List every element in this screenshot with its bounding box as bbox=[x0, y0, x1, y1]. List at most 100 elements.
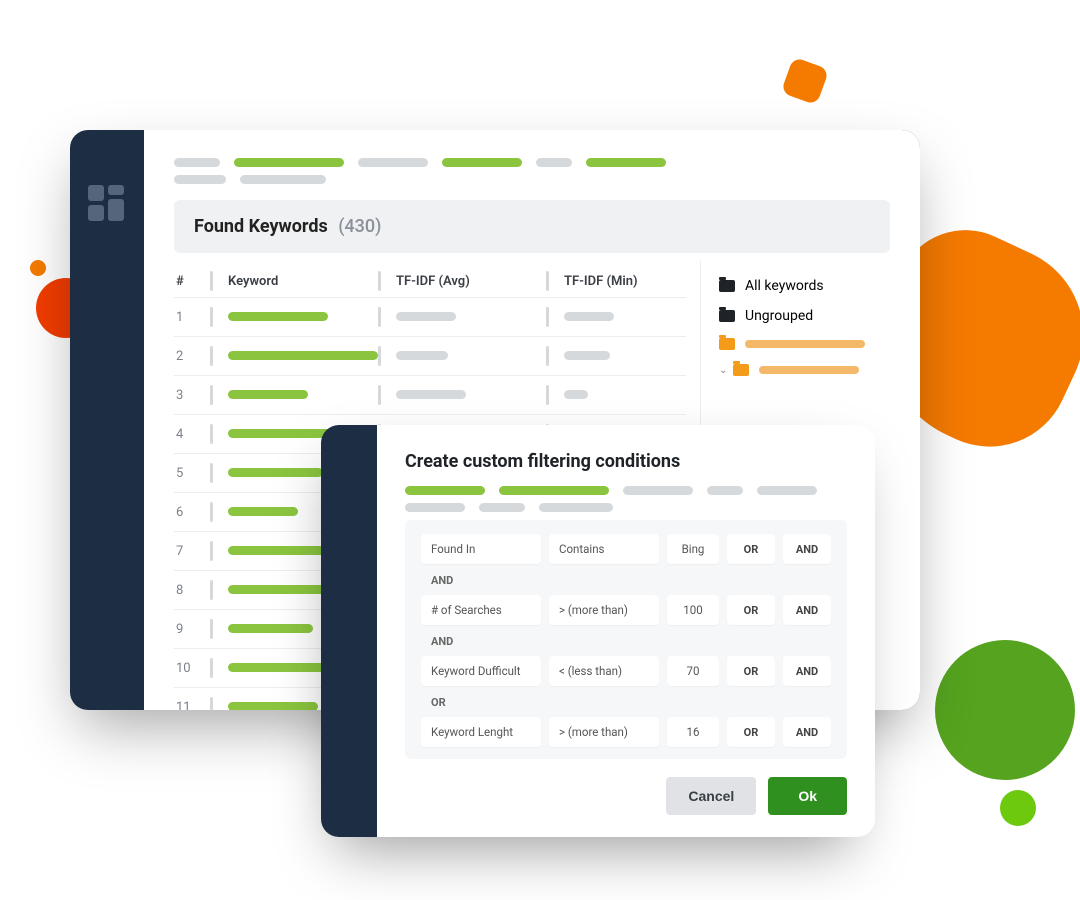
keyword-placeholder bbox=[228, 351, 378, 360]
conditions-panel: Found InContainsBingORANDAND# of Searche… bbox=[405, 520, 847, 759]
col-sep-icon bbox=[210, 697, 213, 710]
keyword-placeholder bbox=[228, 312, 328, 321]
condition-field[interactable]: Keyword Lenght bbox=[421, 717, 541, 747]
panel-count: (430) bbox=[338, 216, 381, 237]
row-number: 4 bbox=[176, 427, 210, 442]
col-avg: TF-IDF (Avg) bbox=[396, 274, 546, 289]
condition-value[interactable]: 16 bbox=[667, 717, 719, 747]
group-all-keywords[interactable]: All keywords bbox=[719, 271, 890, 301]
condition-value[interactable]: Bing bbox=[667, 534, 719, 564]
condition-row: Keyword Lenght > (more than) 16 OR AND bbox=[421, 717, 831, 747]
keyword-placeholder bbox=[228, 468, 323, 477]
and-button[interactable]: AND bbox=[783, 595, 831, 625]
and-button[interactable]: AND bbox=[783, 717, 831, 747]
col-num: # bbox=[176, 274, 210, 289]
group-label: Ungrouped bbox=[745, 308, 813, 324]
modal-body: Create custom filtering conditions Found… bbox=[377, 425, 875, 837]
value-placeholder bbox=[396, 351, 448, 360]
row-number: 3 bbox=[176, 388, 210, 403]
modal-title: Create custom filtering conditions bbox=[405, 451, 847, 472]
or-button[interactable]: OR bbox=[727, 534, 775, 564]
condition-operator[interactable]: > (more than) bbox=[549, 595, 659, 625]
condition-row: Found In Contains Bing OR AND bbox=[421, 534, 831, 564]
modal-pills-row1 bbox=[405, 486, 847, 495]
col-sep-icon bbox=[210, 307, 213, 327]
value-placeholder bbox=[396, 312, 456, 321]
deco-square-icon bbox=[781, 57, 830, 106]
and-button[interactable]: AND bbox=[783, 534, 831, 564]
placeholder-pill bbox=[442, 158, 522, 167]
condition-value[interactable]: 70 bbox=[667, 656, 719, 686]
col-sep-icon bbox=[210, 271, 213, 291]
row-number: 8 bbox=[176, 583, 210, 598]
chevron-down-icon: ⌄ bbox=[719, 365, 727, 376]
placeholder-pill bbox=[623, 486, 693, 495]
placeholder-pill bbox=[586, 158, 666, 167]
placeholder-pill bbox=[405, 503, 465, 512]
folder-icon bbox=[733, 364, 749, 376]
placeholder-pill bbox=[405, 486, 485, 495]
value-placeholder bbox=[564, 351, 610, 360]
dashboard-icon[interactable] bbox=[88, 185, 126, 223]
ok-button[interactable]: Ok bbox=[768, 777, 847, 815]
col-sep-icon bbox=[546, 307, 549, 327]
col-sep-icon bbox=[546, 271, 549, 291]
or-button[interactable]: OR bbox=[727, 656, 775, 686]
keyword-placeholder bbox=[228, 702, 318, 711]
placeholder-pill bbox=[479, 503, 525, 512]
col-sep-icon bbox=[210, 580, 213, 600]
condition-field[interactable]: Found In bbox=[421, 534, 541, 564]
col-sep-icon bbox=[546, 385, 549, 405]
row-number: 10 bbox=[176, 661, 210, 676]
placeholder-pill bbox=[757, 486, 817, 495]
app-sidebar bbox=[70, 130, 144, 710]
condition-join: OR bbox=[421, 692, 831, 717]
table-row[interactable]: 2 bbox=[174, 336, 686, 375]
row-number: 6 bbox=[176, 505, 210, 520]
group-ungrouped[interactable]: Ungrouped bbox=[719, 301, 890, 331]
or-button[interactable]: OR bbox=[727, 595, 775, 625]
value-placeholder bbox=[396, 390, 466, 399]
col-sep-icon bbox=[378, 346, 381, 366]
table-row[interactable]: 3 bbox=[174, 375, 686, 414]
deco-dot-orange-icon bbox=[30, 260, 46, 276]
col-sep-icon bbox=[378, 271, 381, 291]
col-sep-icon bbox=[378, 385, 381, 405]
header-pills-row2 bbox=[174, 175, 890, 184]
keyword-placeholder bbox=[228, 390, 308, 399]
condition-value[interactable]: 100 bbox=[667, 595, 719, 625]
condition-operator[interactable]: > (more than) bbox=[549, 717, 659, 747]
col-min: TF-IDF (Min) bbox=[564, 274, 684, 289]
col-sep-icon bbox=[546, 346, 549, 366]
col-sep-icon bbox=[210, 541, 213, 561]
condition-join: AND bbox=[421, 570, 831, 595]
condition-row: # of Searches > (more than) 100 OR AND bbox=[421, 595, 831, 625]
modal-pills-row2 bbox=[405, 503, 847, 512]
or-button[interactable]: OR bbox=[727, 717, 775, 747]
condition-operator[interactable]: < (less than) bbox=[549, 656, 659, 686]
group-custom-1[interactable] bbox=[719, 331, 890, 357]
condition-field[interactable]: # of Searches bbox=[421, 595, 541, 625]
cancel-button[interactable]: Cancel bbox=[666, 777, 756, 815]
col-sep-icon bbox=[210, 463, 213, 483]
folder-icon bbox=[719, 310, 735, 322]
table-row[interactable]: 1 bbox=[174, 297, 686, 336]
panel-title: Found Keywords bbox=[194, 216, 328, 237]
row-number: 9 bbox=[176, 622, 210, 637]
condition-operator[interactable]: Contains bbox=[549, 534, 659, 564]
col-sep-icon bbox=[210, 619, 213, 639]
group-custom-2[interactable]: ⌄ bbox=[719, 357, 890, 383]
placeholder-pill bbox=[240, 175, 326, 184]
table-header-row: # Keyword TF-IDF (Avg) TF-IDF (Min) bbox=[174, 261, 686, 297]
condition-field[interactable]: Keyword Dufficult bbox=[421, 656, 541, 686]
folder-icon bbox=[719, 280, 735, 292]
and-button[interactable]: AND bbox=[783, 656, 831, 686]
modal-actions: Cancel Ok bbox=[405, 777, 847, 815]
group-label: All keywords bbox=[745, 278, 824, 294]
filter-modal: Create custom filtering conditions Found… bbox=[321, 425, 865, 837]
keyword-placeholder bbox=[228, 507, 298, 516]
col-sep-icon bbox=[210, 346, 213, 366]
placeholder-pill bbox=[539, 503, 613, 512]
col-sep-icon bbox=[210, 658, 213, 678]
keyword-placeholder bbox=[228, 624, 313, 633]
